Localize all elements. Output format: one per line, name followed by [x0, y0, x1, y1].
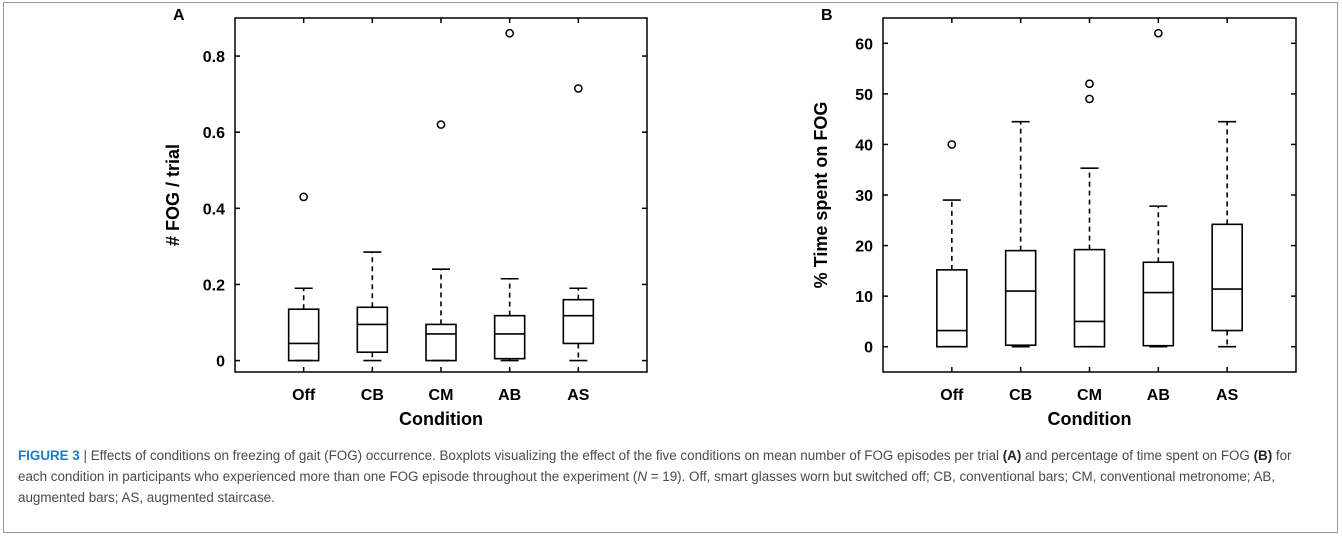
panel-a-xtick-label-as: AS — [567, 387, 590, 404]
panel-a-ylabel: # FOG / trial — [163, 144, 183, 246]
caption-text-1: Effects of conditions on freezing of gai… — [90, 448, 1003, 463]
caption-ref-b: (B) — [1253, 448, 1273, 463]
panel-a-ytick-label: 0.2 — [203, 277, 225, 294]
panel-a-xtick-label-cb: CB — [361, 387, 384, 404]
panel-a-cm-outlier — [436, 120, 446, 129]
caption-text-3: for each condition in participants who e… — [18, 448, 1292, 484]
panel-a-label: A — [173, 7, 185, 24]
panel-a-as-box — [562, 298, 595, 345]
panel-b-cb-box — [1004, 249, 1037, 346]
panel-b-xtick-label-off: Off — [940, 387, 964, 404]
panel-b-label: B — [821, 7, 833, 24]
panel-b-ytick-label: 40 — [855, 137, 873, 154]
panel-b-as-box — [1211, 223, 1243, 332]
panel-b-xtick-label-cb: CB — [1009, 387, 1032, 404]
panel-b-xtick-label-ab: AB — [1147, 387, 1170, 404]
boxplot-panel-a: A 0 0.2 0.4 0.6 0.8 Off CB CM AB AS Condition # FOG … — [163, 7, 648, 429]
panel-b-ytick-label: 60 — [855, 36, 873, 53]
panel-b-off-outlier — [947, 140, 957, 149]
caption-figure-label: FIGURE 3 — [18, 448, 80, 463]
caption-ref-a: (A) — [1002, 448, 1022, 463]
panel-a-ytick-label: 0.4 — [203, 201, 225, 218]
panel-a-axes-frame — [234, 17, 648, 373]
panel-a-off-outlier — [299, 192, 309, 202]
panel-b-ylabel: % Time spent on FOG — [811, 102, 831, 289]
panel-a-ytick-label: 0 — [216, 354, 225, 371]
panel-b-ytick-label: 0 — [864, 340, 873, 357]
caption-n-symbol: N — [637, 469, 647, 484]
panel-b-xlabel: Condition — [1048, 409, 1132, 429]
panel-b-xtick-label-as: AS — [1216, 387, 1239, 404]
panel-a-xtick-label-cm: CM — [429, 387, 454, 404]
panel-a-ab-box — [493, 314, 526, 360]
panel-b-cm-outlier — [1085, 79, 1094, 89]
panel-a-ytick-label: 0.8 — [203, 49, 225, 66]
panel-b-ab-box — [1142, 261, 1175, 347]
panel-a-cm-box — [425, 323, 457, 362]
panel-a-xtick-label-ab: AB — [498, 387, 521, 404]
caption-text-2: and percentage of time spent on FOG — [1021, 448, 1254, 463]
caption-separator: | — [79, 448, 91, 463]
panel-a-xtick-label-off: Off — [292, 387, 316, 404]
panel-a-off-box — [287, 308, 320, 362]
boxplot-panel-b: B 0 10 20 30 40 50 60 Off CB CM AB AS Condition % Time… — [811, 7, 1297, 429]
figure-frame — [3, 2, 1338, 533]
panel-b-ytick-label: 50 — [855, 87, 873, 104]
panel-b-ytick-label: 20 — [855, 239, 873, 256]
panel-b-ytick-label: 10 — [855, 289, 873, 306]
panel-b-ab-outlier — [1153, 28, 1163, 38]
panel-a-ab-outlier — [505, 28, 515, 38]
panel-b-off-box — [936, 269, 968, 348]
panel-a-as-outlier — [573, 84, 583, 93]
panel-a-xlabel: Condition — [399, 409, 483, 429]
panel-a-cb-box — [356, 306, 389, 354]
caption-text-4: = 19). Off, smart glasses worn but switc… — [18, 469, 1276, 505]
figure-caption: FIGURE 3 | Effects of conditions on free… — [18, 445, 1323, 508]
panel-b-ytick-label: 30 — [855, 188, 873, 205]
panel-b-xtick-label-cm: CM — [1077, 387, 1102, 404]
panel-b-cm-outlier — [1085, 94, 1094, 104]
panel-a-ytick-label: 0.6 — [203, 125, 225, 142]
panel-b-cm-box — [1073, 248, 1106, 348]
